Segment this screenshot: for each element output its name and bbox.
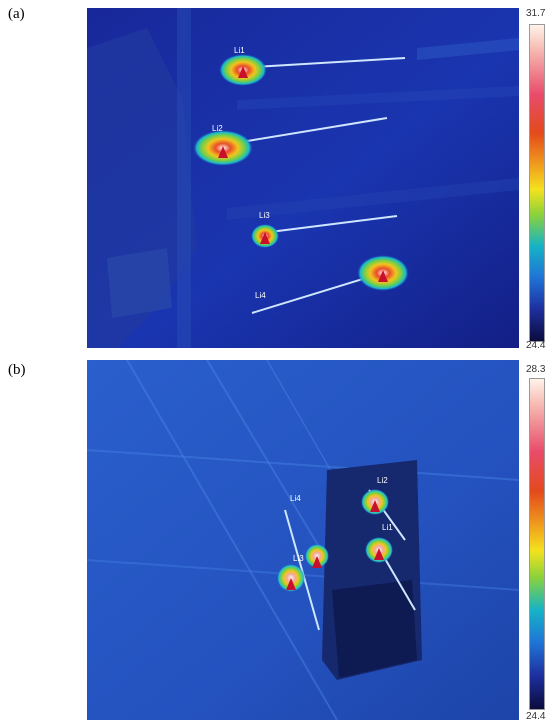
- point-label-a-1: Li1: [234, 46, 245, 55]
- panel-b-label: (b): [8, 362, 26, 378]
- point-label-b-2: Li1: [382, 523, 393, 532]
- point-label-a-4: Li4: [255, 291, 266, 300]
- thermal-image-b: Li2 Li1 Li4 Li3: [87, 360, 519, 720]
- panel-a-label: (a): [8, 6, 25, 22]
- point-label-b-3: Li4: [290, 494, 301, 503]
- scale-min-a: 24.4: [526, 340, 546, 351]
- point-label-a-2: Li2: [212, 124, 223, 133]
- scale-max-a: 31.7: [526, 8, 546, 19]
- point-label-b-4: Li3: [293, 554, 304, 563]
- scale-min-b: 24.4: [526, 711, 546, 722]
- thermal-image-a-canvas: Li1 Li2 Li3 Li4: [87, 8, 519, 348]
- point-label-a-3: Li3: [259, 211, 270, 220]
- scale-max-b: 28.3: [526, 364, 546, 375]
- thermal-image-b-canvas: Li2 Li1 Li4 Li3: [87, 360, 519, 720]
- color-scale-bar-b: [529, 378, 545, 710]
- color-scale-bar-a: [529, 24, 545, 342]
- thermal-image-a: Li1 Li2 Li3 Li4: [87, 8, 519, 348]
- point-label-b-1: Li2: [377, 476, 388, 485]
